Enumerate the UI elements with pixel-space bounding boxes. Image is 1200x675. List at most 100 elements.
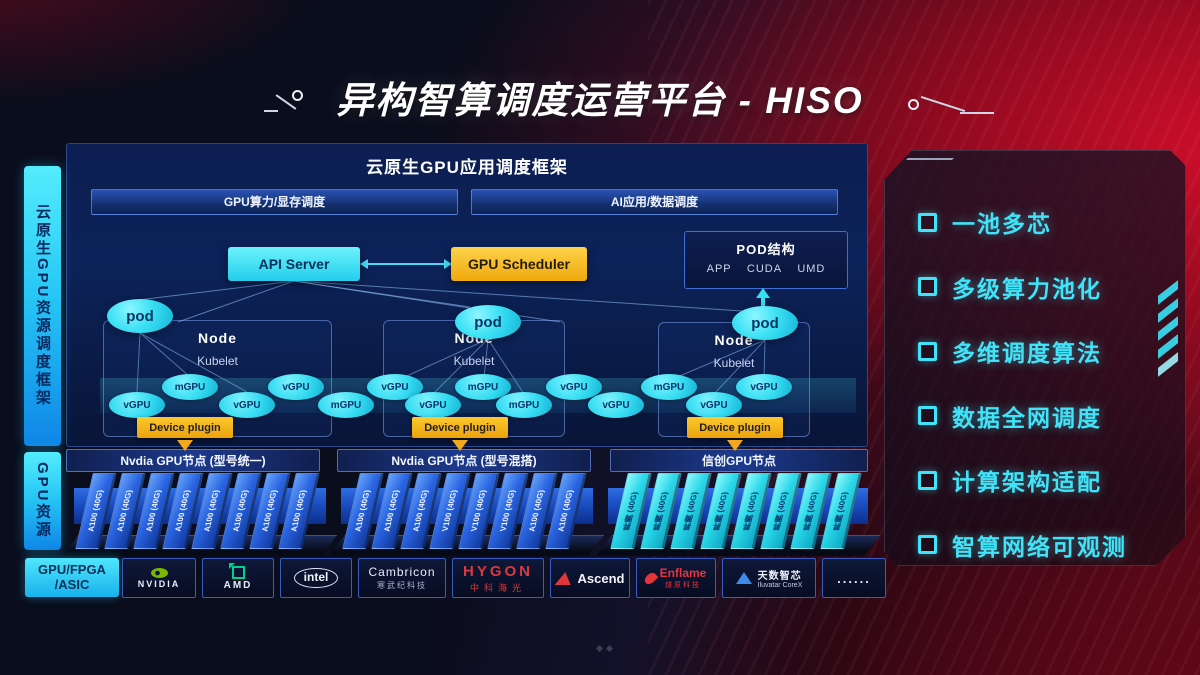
square-bullet-icon — [918, 277, 937, 296]
gpu-node-bar-mixed: Nvdia GPU节点 (型号混搭) — [337, 449, 591, 472]
feature-item: 多维调度算法 — [918, 319, 1168, 384]
feature-text: 多级算力池化 — [952, 275, 1102, 302]
gpu-ellipse: mGPU — [318, 392, 374, 418]
feature-panel: 一池多芯 多级算力池化 多维调度算法 数据全网调度 计算架构适配 智算网络可观测 — [884, 150, 1186, 566]
panel-corner-accent — [896, 158, 954, 170]
gpu-node-bar-xinchuang: 信创GPU节点 — [610, 449, 868, 472]
feature-text: 一池多芯 — [952, 211, 1052, 238]
ascend-logo-icon — [554, 571, 573, 585]
square-bullet-icon — [918, 535, 937, 554]
vendor-name: HYGON — [462, 562, 533, 580]
feature-item: 多级算力池化 — [918, 255, 1168, 320]
vendor-name: NVIDIA — [137, 578, 181, 589]
pod-to-structure-arrow — [756, 288, 770, 311]
vendor-subname: 寒武纪科技 — [377, 581, 427, 590]
api-server-box: API Server — [228, 247, 360, 281]
vendor-name: intel — [293, 568, 339, 588]
vendor-name: AMD — [223, 579, 253, 591]
device-plugin-2: Device plugin — [412, 417, 508, 438]
pod-layer-umd: UMD — [797, 263, 826, 275]
feature-text: 数据全网调度 — [952, 404, 1102, 431]
hw-label-line1: GPU/FPGA — [38, 561, 106, 577]
title-bar: 异构智算调度运营平台 - HISO — [0, 70, 1200, 124]
pod-ellipse-3: pod — [732, 306, 798, 340]
gpu-card-stack-3: 昇腾 (40G) 昇腾 (40G) 昇腾 (40G) 昇腾 (40G) 昇腾 (… — [595, 470, 881, 556]
pod-structure-box: POD结构 APP CUDA UMD — [684, 231, 848, 289]
vendor-amd: AMD — [202, 558, 274, 598]
gpu-card-stack-1: A100 (40G) A100 (40G) A100 (40G) A100 (4… — [61, 470, 338, 556]
pod-ellipse-2: pod — [455, 305, 521, 339]
gpu-ellipse: mGPU — [641, 374, 697, 400]
iluvatar-logo-icon — [735, 572, 752, 584]
vendor-enflame: Enflame 燧原科技 — [636, 558, 716, 598]
square-bullet-icon — [918, 342, 937, 361]
gpu-ellipse: vGPU — [405, 392, 461, 418]
feature-text: 计算架构适配 — [952, 469, 1102, 496]
gpu-ellipse: vGPU — [686, 392, 742, 418]
square-bullet-icon — [918, 406, 937, 425]
circuit-deco-left — [264, 90, 308, 120]
vendor-intel: intel — [280, 558, 352, 598]
feature-item: 计算架构适配 — [918, 448, 1168, 513]
vendor-hygon: HYGON 中科海光 — [452, 558, 544, 598]
feature-text: 多维调度算法 — [952, 340, 1102, 367]
vendor-name: 天数智芯 — [757, 571, 802, 582]
vendor-name: Enflame — [659, 566, 707, 580]
vendor-subname: 中科海光 — [469, 582, 526, 593]
sidebar-label-cloud-native-gpu: 云原生GPU资源调度框架 — [24, 166, 61, 446]
vendor-name: Cambricon — [368, 565, 436, 579]
vendor-nvidia: NVIDIA — [122, 558, 196, 598]
gpu-card-stack-2: A100 (40G) A100 (40G) A100 (40G) V100 (4… — [328, 470, 605, 556]
vendor-name: Ascend — [577, 570, 625, 586]
vendor-name: ...... — [837, 570, 871, 586]
gpu-ellipse: vGPU — [219, 392, 275, 418]
gpu-ellipse: vGPU — [546, 374, 602, 400]
sidebar-top-text: 云原生GPU资源调度框架 — [34, 204, 51, 408]
square-bullet-icon — [918, 213, 937, 232]
pod-layer-app: APP — [706, 263, 732, 275]
pod-ellipse-1: pod — [107, 299, 173, 333]
kubelet-label: Kubelet — [453, 354, 495, 368]
amd-logo-icon — [228, 562, 245, 579]
plugin-down-arrow — [452, 440, 468, 451]
plugin-down-arrow — [177, 440, 193, 451]
feature-text: 智算网络可观测 — [952, 533, 1127, 560]
feature-list: 一池多芯 多级算力池化 多维调度算法 数据全网调度 计算架构适配 智算网络可观测 — [918, 190, 1168, 577]
device-plugin-3: Device plugin — [687, 417, 783, 438]
pod-structure-title: POD结构 — [736, 242, 796, 257]
pod-layer-cuda: CUDA — [746, 263, 783, 275]
sidebar-label-gpu-resources: GPU资源 — [24, 452, 61, 550]
feature-item: 数据全网调度 — [918, 384, 1168, 449]
bottom-deco — [595, 644, 614, 653]
vendor-subname: 燧原科技 — [665, 582, 701, 589]
kubelet-label: Kubelet — [713, 356, 755, 370]
gpu-ellipse: mGPU — [496, 392, 552, 418]
bar-gpu-compute-scheduling: GPU算力/显存调度 — [91, 189, 458, 215]
gpu-ellipse: vGPU — [588, 392, 644, 418]
vendor-subname: Iluvatar CoreX — [757, 582, 803, 589]
device-plugin-1: Device plugin — [137, 417, 233, 438]
hardware-type-label: GPU/FPGA /ASIC — [25, 558, 119, 597]
api-scheduler-arrow — [360, 259, 452, 269]
vendor-iluvatar: 天数智芯 Iluvatar CoreX — [722, 558, 816, 598]
vendor-more: ...... — [822, 558, 886, 598]
vendor-logo-row: NVIDIA AMD intel Cambricon 寒武纪科技 HYGON 中… — [122, 558, 886, 598]
gpu-ellipse: vGPU — [736, 374, 792, 400]
vendor-ascend: Ascend — [550, 558, 630, 598]
stripe-decoration — [1152, 288, 1186, 388]
gpu-ellipse: vGPU — [268, 374, 324, 400]
page-title: 异构智算调度运营平台 - HISO — [336, 80, 864, 121]
gpu-scheduler-box: GPU Scheduler — [451, 247, 587, 281]
vendor-cambricon: Cambricon 寒武纪科技 — [358, 558, 446, 598]
sidebar-bottom-text: GPU资源 — [34, 462, 51, 540]
feature-item: 一池多芯 — [918, 190, 1168, 255]
circuit-deco-right — [908, 95, 998, 119]
hw-label-line2: /ASIC — [54, 576, 90, 592]
kubelet-label: Kubelet — [197, 354, 238, 368]
nvidia-logo-icon — [150, 567, 168, 578]
gpu-ellipse: mGPU — [162, 374, 218, 400]
framework-header: 云原生GPU应用调度框架 — [366, 158, 568, 177]
feature-item: 智算网络可观测 — [918, 513, 1168, 578]
plugin-down-arrow — [727, 440, 743, 451]
